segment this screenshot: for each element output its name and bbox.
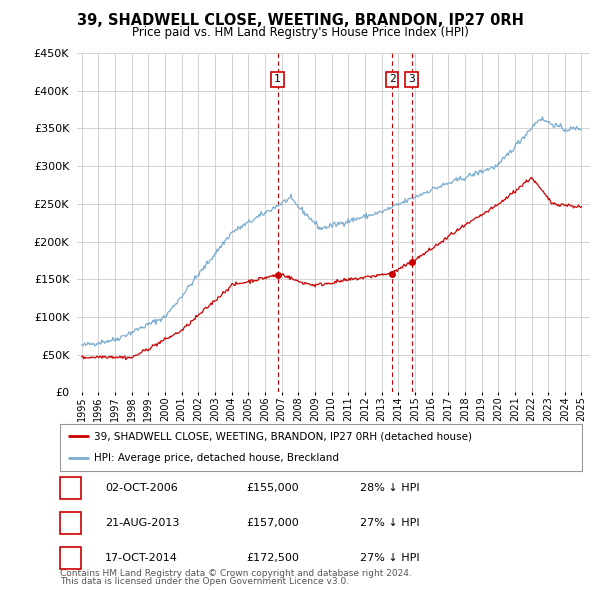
Text: 28% ↓ HPI: 28% ↓ HPI	[360, 483, 419, 493]
Text: 27% ↓ HPI: 27% ↓ HPI	[360, 518, 419, 528]
Text: 21-AUG-2013: 21-AUG-2013	[105, 518, 179, 528]
Text: 2: 2	[67, 518, 74, 528]
Text: 2: 2	[389, 74, 395, 84]
Text: 39, SHADWELL CLOSE, WEETING, BRANDON, IP27 0RH: 39, SHADWELL CLOSE, WEETING, BRANDON, IP…	[77, 13, 523, 28]
Text: Price paid vs. HM Land Registry's House Price Index (HPI): Price paid vs. HM Land Registry's House …	[131, 26, 469, 39]
Text: £155,000: £155,000	[246, 483, 299, 493]
Text: 02-OCT-2006: 02-OCT-2006	[105, 483, 178, 493]
Text: Contains HM Land Registry data © Crown copyright and database right 2024.: Contains HM Land Registry data © Crown c…	[60, 569, 412, 578]
Text: 39, SHADWELL CLOSE, WEETING, BRANDON, IP27 0RH (detached house): 39, SHADWELL CLOSE, WEETING, BRANDON, IP…	[94, 431, 472, 441]
Text: 1: 1	[274, 74, 281, 84]
Text: 17-OCT-2014: 17-OCT-2014	[105, 553, 178, 563]
Text: 3: 3	[67, 553, 74, 563]
Text: £172,500: £172,500	[246, 553, 299, 563]
Text: 3: 3	[408, 74, 415, 84]
Text: This data is licensed under the Open Government Licence v3.0.: This data is licensed under the Open Gov…	[60, 578, 349, 586]
Text: £157,000: £157,000	[246, 518, 299, 528]
Text: 1: 1	[67, 483, 74, 493]
Text: 27% ↓ HPI: 27% ↓ HPI	[360, 553, 419, 563]
Text: HPI: Average price, detached house, Breckland: HPI: Average price, detached house, Brec…	[94, 453, 339, 463]
